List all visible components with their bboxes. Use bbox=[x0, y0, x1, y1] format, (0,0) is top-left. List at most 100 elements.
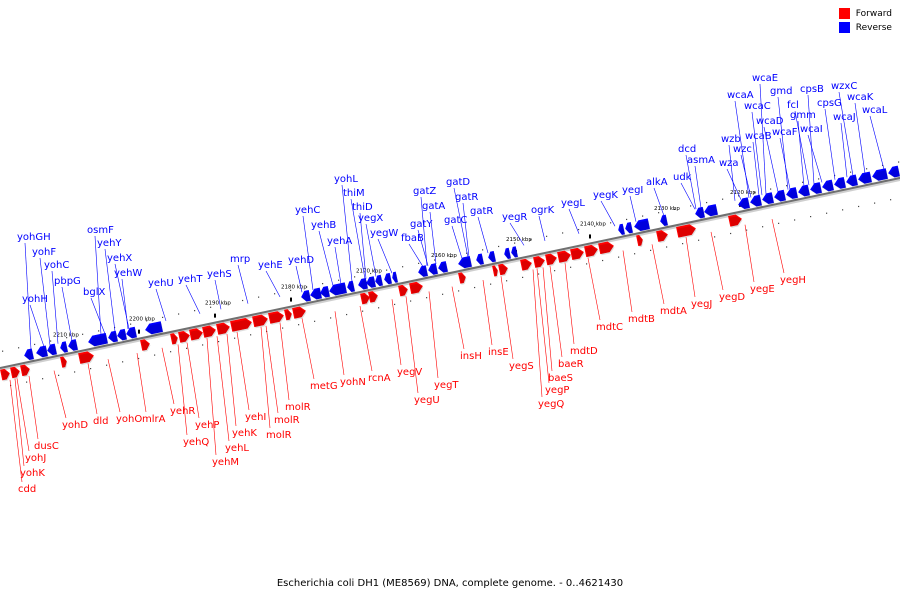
reverse-gene-arrow-shadow bbox=[626, 223, 634, 235]
forward-gene-arrow bbox=[202, 325, 216, 338]
guide-dot bbox=[682, 243, 684, 245]
guide-dot bbox=[642, 215, 644, 217]
forward-gene-arrow bbox=[78, 351, 94, 364]
forward-leader-line bbox=[136, 353, 147, 413]
reverse-gene-arrow bbox=[504, 247, 511, 259]
forward-gene-label: mdtA bbox=[660, 306, 687, 317]
reverse-gene-label: alkA bbox=[646, 177, 668, 188]
forward-gene-arrow-shadow bbox=[171, 334, 179, 346]
forward-gene-label: yohJ bbox=[25, 453, 46, 464]
reverse-gene-label: gatR bbox=[455, 192, 478, 203]
forward-gene-arrow-shadow bbox=[217, 324, 231, 336]
forward-gene-arrow bbox=[545, 253, 557, 266]
reverse-leader-line bbox=[779, 137, 791, 190]
forward-gene-arrow-shadow bbox=[1, 370, 11, 382]
guide-dot bbox=[442, 293, 444, 295]
reverse-leader-line bbox=[453, 187, 469, 258]
forward-gene-label: yohN bbox=[340, 377, 366, 388]
reverse-gene-label: gmd bbox=[770, 86, 792, 97]
guide-dot bbox=[202, 344, 204, 346]
tick-mark bbox=[290, 297, 292, 302]
forward-leader-line bbox=[53, 370, 67, 419]
reverse-leader-line bbox=[341, 184, 353, 282]
reverse-leader-line bbox=[840, 122, 848, 178]
forward-leader-line bbox=[428, 291, 439, 379]
guide-dot bbox=[298, 324, 300, 326]
forward-leader-line bbox=[260, 326, 271, 429]
reverse-gene-arrow bbox=[320, 285, 330, 298]
reverse-gene-arrow bbox=[476, 253, 484, 265]
forward-gene-label: dld bbox=[93, 416, 108, 427]
reverse-gene-arrow bbox=[810, 182, 822, 194]
reverse-gene-arrow-shadow bbox=[348, 282, 356, 294]
forward-gene-label: yehK bbox=[232, 428, 257, 439]
reverse-gene-arrow-shadow bbox=[89, 334, 109, 348]
forward-gene-label: mlrA bbox=[142, 414, 166, 425]
guide-dot bbox=[514, 242, 516, 244]
guide-dot bbox=[330, 317, 332, 319]
legend: Forward Reverse bbox=[838, 8, 892, 36]
reverse-gene-arrow-shadow bbox=[25, 350, 35, 362]
forward-gene-arrow bbox=[216, 322, 230, 335]
reverse-leader-line bbox=[763, 126, 779, 192]
reverse-gene-arrow bbox=[738, 197, 750, 210]
forward-gene-label: yegE bbox=[750, 284, 775, 295]
guide-dot bbox=[338, 279, 340, 281]
reverse-gene-label: wzxC bbox=[831, 81, 857, 92]
reverse-leader-line bbox=[417, 229, 429, 266]
reverse-gene-arrow-shadow bbox=[385, 274, 393, 286]
guide-dot bbox=[754, 191, 756, 194]
reverse-leader-line bbox=[752, 141, 760, 196]
guide-dot bbox=[346, 313, 348, 316]
forward-leader-line bbox=[177, 344, 188, 436]
reverse-gene-label: dcd bbox=[678, 144, 696, 155]
tick-label: 2160 kbp bbox=[431, 253, 457, 259]
guide-dot bbox=[706, 201, 708, 204]
reverse-gene-label: yehE bbox=[258, 260, 283, 271]
guide-dot bbox=[618, 256, 620, 258]
forward-gene-arrow-shadow bbox=[546, 255, 558, 267]
reverse-gene-arrow-shadow bbox=[48, 345, 58, 357]
reverse-gene-arrow-shadow bbox=[118, 330, 128, 342]
reverse-leader-line bbox=[61, 286, 73, 341]
forward-leader-line bbox=[771, 218, 785, 274]
reverse-leader-line bbox=[838, 91, 854, 176]
forward-gene-label: rcnA bbox=[368, 373, 391, 384]
reverse-gene-arrow bbox=[375, 274, 383, 287]
reverse-gene-label: yehY bbox=[97, 238, 122, 249]
guide-dot bbox=[154, 354, 156, 356]
reverse-gene-arrow bbox=[126, 326, 137, 339]
reverse-leader-line bbox=[408, 243, 424, 267]
guide-dot bbox=[762, 226, 764, 228]
guide-dot bbox=[530, 239, 532, 241]
forward-gene-label: molR bbox=[266, 430, 292, 441]
forward-gene-arrow-shadow bbox=[21, 366, 31, 378]
reverse-gene-arrow-shadow bbox=[393, 273, 399, 284]
reverse-gene-arrow bbox=[660, 214, 668, 226]
guide-dot bbox=[26, 381, 28, 383]
guide-dot bbox=[162, 316, 164, 319]
guide-dot bbox=[138, 357, 140, 360]
reverse-gene-label: yegX bbox=[358, 213, 383, 224]
backbone-line bbox=[0, 177, 900, 369]
forward-leader-line bbox=[206, 338, 217, 456]
guide-dot bbox=[242, 299, 244, 302]
reverse-gene-arrow bbox=[88, 332, 108, 347]
reverse-gene-arrow-shadow bbox=[763, 194, 775, 206]
guide-dot bbox=[314, 320, 316, 322]
reverse-gene-arrow-shadow bbox=[37, 347, 49, 359]
reverse-gene-label: yegR bbox=[502, 212, 527, 223]
forward-gene-label: yegD bbox=[719, 292, 745, 303]
guide-dot bbox=[234, 337, 236, 339]
guide-dot bbox=[802, 181, 804, 183]
forward-gene-arrow-shadow bbox=[285, 310, 293, 322]
guide-dot bbox=[170, 351, 172, 353]
forward-gene-arrow-shadow bbox=[399, 286, 409, 298]
reverse-gene-arrow bbox=[704, 204, 718, 217]
reverse-leader-line bbox=[121, 278, 129, 330]
forward-leader-line bbox=[87, 363, 98, 415]
tick-mark bbox=[589, 234, 591, 239]
guide-dot bbox=[66, 337, 68, 339]
forward-leader-line bbox=[710, 231, 724, 291]
reverse-gene-label: yegI bbox=[622, 185, 643, 196]
